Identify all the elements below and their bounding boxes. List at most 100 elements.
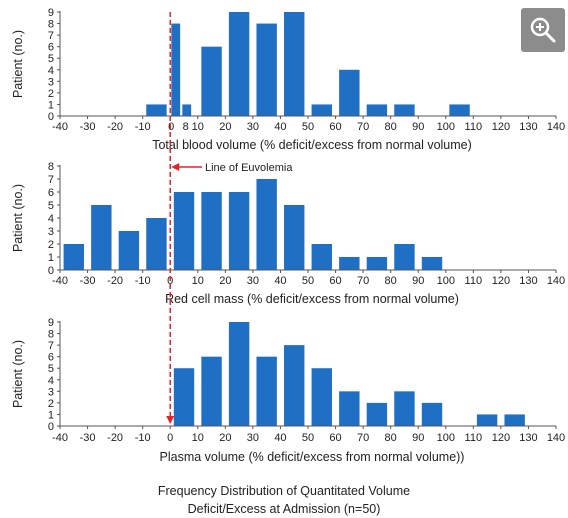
y-tick-label: 1 xyxy=(48,409,54,421)
bar xyxy=(421,257,443,270)
x-tick-label: -30 xyxy=(80,121,96,133)
x-tick-label: 80 xyxy=(385,432,397,444)
x-tick-label: 70 xyxy=(357,432,369,444)
euvolemia-label: Line of Euvolemia xyxy=(205,162,293,174)
bar xyxy=(476,414,498,426)
bar xyxy=(173,368,195,426)
x-tick-label: -20 xyxy=(107,121,123,133)
x-tick-label: 90 xyxy=(412,432,424,444)
bar xyxy=(228,322,250,426)
x-tick-label: 8 xyxy=(183,121,189,133)
bar xyxy=(256,356,277,426)
bar xyxy=(339,257,360,270)
bar xyxy=(421,402,443,426)
x-tick-label: -20 xyxy=(107,432,123,444)
x-tick-label: 80 xyxy=(385,275,397,287)
y-tick-label: 9 xyxy=(48,7,54,19)
x-tick-label: 10 xyxy=(192,275,204,287)
bar xyxy=(366,257,388,270)
y-tick-label: 0 xyxy=(48,265,54,277)
x-tick-label: 90 xyxy=(412,121,424,133)
x-tick-label: -30 xyxy=(80,275,96,287)
bar xyxy=(146,104,167,116)
bar xyxy=(201,46,222,116)
y-axis-label: Patient (no.) xyxy=(11,30,25,98)
y-tick-label: 7 xyxy=(48,174,54,186)
bar xyxy=(182,104,192,116)
bar xyxy=(284,12,305,116)
bar xyxy=(311,244,332,270)
y-tick-label: 8 xyxy=(48,19,54,31)
y-tick-label: 5 xyxy=(48,363,54,375)
x-tick-label: -10 xyxy=(135,275,151,287)
x-tick-label: 120 xyxy=(492,275,510,287)
bar xyxy=(339,69,360,116)
x-tick-label: 110 xyxy=(465,121,483,133)
y-tick-label: 9 xyxy=(48,317,54,329)
y-tick-label: 6 xyxy=(48,187,54,199)
y-axis-label: Patient (no.) xyxy=(11,340,25,408)
x-tick-label: 60 xyxy=(329,275,341,287)
y-tick-label: 4 xyxy=(48,375,54,387)
x-tick-label: 140 xyxy=(547,121,565,133)
x-tick-label: 40 xyxy=(274,275,286,287)
x-axis-label: Plasma volume (% deficit/excess from nor… xyxy=(160,450,465,464)
y-tick-label: 5 xyxy=(48,200,54,212)
bar xyxy=(366,104,388,116)
x-tick-label: 0 xyxy=(168,121,174,133)
x-tick-label: 0 xyxy=(167,432,173,444)
x-tick-label: 70 xyxy=(357,275,369,287)
x-tick-label: 30 xyxy=(247,121,259,133)
x-tick-label: 110 xyxy=(465,275,483,287)
y-tick-label: 4 xyxy=(48,213,54,225)
x-tick-label: 90 xyxy=(412,275,424,287)
bar xyxy=(146,218,167,270)
bar xyxy=(173,192,195,270)
y-tick-label: 8 xyxy=(48,161,54,173)
x-tick-label: 140 xyxy=(547,275,565,287)
x-tick-label: 130 xyxy=(519,432,537,444)
bar xyxy=(394,104,415,116)
y-tick-label: 6 xyxy=(48,42,54,54)
y-tick-label: 6 xyxy=(48,352,54,364)
x-tick-label: 50 xyxy=(302,121,314,133)
bar xyxy=(201,356,222,426)
y-tick-label: 5 xyxy=(48,53,54,65)
y-tick-label: 8 xyxy=(48,329,54,341)
bar xyxy=(366,402,388,426)
y-tick-label: 2 xyxy=(48,88,54,100)
x-tick-label: 10 xyxy=(192,121,204,133)
bar xyxy=(63,244,84,270)
y-tick-label: 7 xyxy=(48,340,54,352)
x-tick-label: 70 xyxy=(357,121,369,133)
x-tick-label: 60 xyxy=(329,432,341,444)
y-tick-label: 2 xyxy=(48,398,54,410)
x-tick-label: 140 xyxy=(547,432,565,444)
y-tick-label: 3 xyxy=(48,76,54,88)
x-axis-label: Red cell mass (% deficit/excess from nor… xyxy=(165,292,459,306)
y-tick-label: 3 xyxy=(48,386,54,398)
zoom-button[interactable] xyxy=(521,8,565,52)
x-tick-label: 10 xyxy=(192,432,204,444)
bar xyxy=(284,345,305,426)
zoom-in-icon xyxy=(530,17,556,43)
bar xyxy=(91,205,112,270)
y-tick-label: 4 xyxy=(48,65,54,77)
bar xyxy=(449,104,470,116)
x-tick-label: 110 xyxy=(465,432,483,444)
x-tick-label: -40 xyxy=(52,121,68,133)
x-tick-label: 50 xyxy=(302,275,314,287)
euvolemia-bottom-arrowhead xyxy=(166,416,175,424)
euvolemia-marker: Line of Euvolemia xyxy=(166,12,293,424)
bar xyxy=(256,23,277,116)
x-tick-label: 130 xyxy=(519,275,537,287)
y-tick-label: 0 xyxy=(48,111,54,123)
x-tick-label: 50 xyxy=(302,432,314,444)
y-tick-label: 1 xyxy=(48,99,54,111)
bar xyxy=(394,391,415,426)
bar xyxy=(284,205,305,270)
x-tick-label: 20 xyxy=(219,121,231,133)
bar xyxy=(201,192,222,270)
